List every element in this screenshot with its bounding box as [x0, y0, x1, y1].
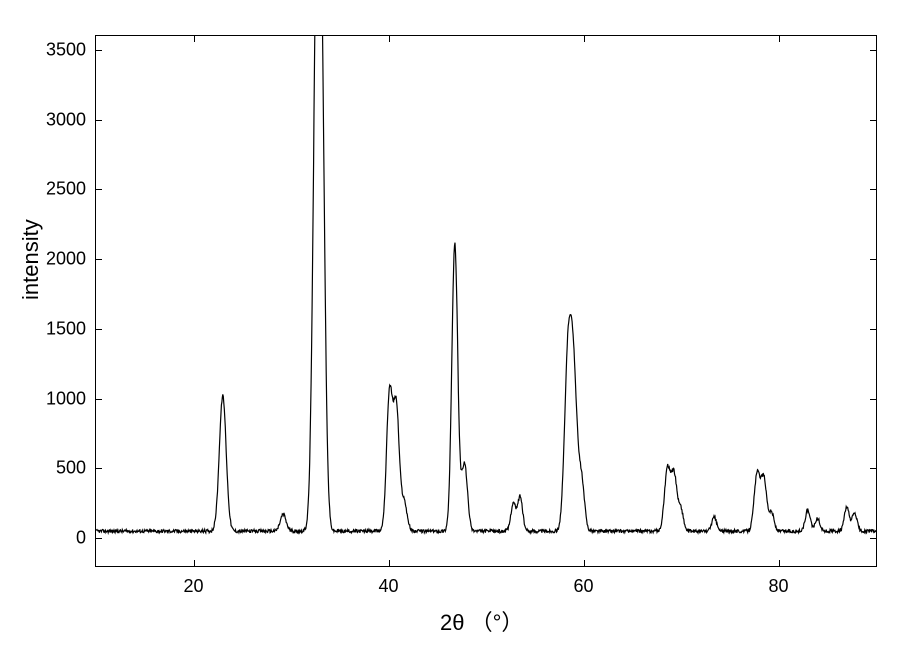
- x-tick-top: [779, 36, 780, 42]
- y-tick-label: 1000: [46, 388, 86, 409]
- y-tick: [96, 189, 102, 190]
- x-tick: [389, 560, 390, 566]
- x-tick-label: 80: [768, 576, 788, 597]
- x-tick-top: [194, 36, 195, 42]
- x-axis-label: 2θ （°）: [440, 605, 523, 637]
- x-tick-label: 20: [183, 576, 203, 597]
- x-tick-label: 60: [573, 576, 593, 597]
- y-tick-label: 2500: [46, 179, 86, 200]
- x-tick: [194, 560, 195, 566]
- y-axis-label: intensity: [18, 219, 44, 300]
- y-tick: [96, 329, 102, 330]
- xrd-trace: [96, 36, 876, 566]
- y-tick: [96, 468, 102, 469]
- x-tick: [584, 560, 585, 566]
- y-tick-right: [870, 259, 876, 260]
- y-tick-label: 0: [76, 528, 86, 549]
- x-tick-top: [389, 36, 390, 42]
- y-tick-right: [870, 189, 876, 190]
- xrd-chart: 050010001500200025003000350020406080 int…: [0, 0, 920, 656]
- x-tick: [779, 560, 780, 566]
- y-tick-label: 3000: [46, 109, 86, 130]
- y-tick-label: 500: [56, 458, 86, 479]
- y-tick-right: [870, 329, 876, 330]
- y-tick-right: [870, 399, 876, 400]
- plot-area: 050010001500200025003000350020406080: [95, 35, 877, 567]
- y-tick-right: [870, 120, 876, 121]
- x-tick-top: [584, 36, 585, 42]
- y-tick: [96, 538, 102, 539]
- xrd-pattern-line: [96, 36, 876, 533]
- y-tick-right: [870, 538, 876, 539]
- y-tick-label: 2000: [46, 249, 86, 270]
- y-tick-label: 1500: [46, 318, 86, 339]
- y-tick: [96, 120, 102, 121]
- y-tick-right: [870, 50, 876, 51]
- y-tick: [96, 259, 102, 260]
- y-tick: [96, 50, 102, 51]
- y-tick-right: [870, 468, 876, 469]
- y-tick: [96, 399, 102, 400]
- x-tick-label: 40: [378, 576, 398, 597]
- y-tick-label: 3500: [46, 39, 86, 60]
